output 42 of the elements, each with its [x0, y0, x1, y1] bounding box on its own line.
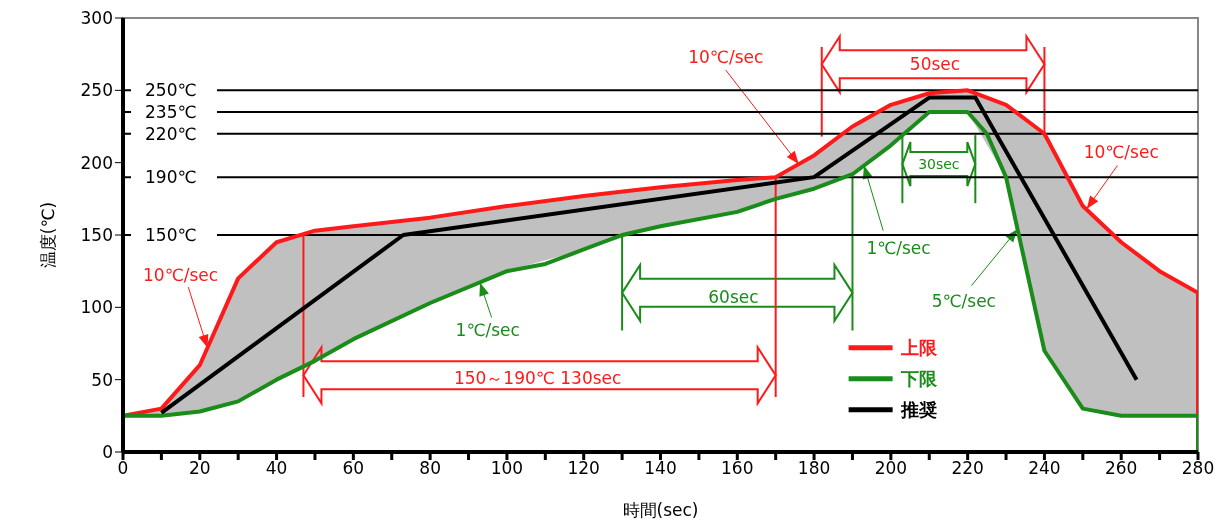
annotation: 30sec — [918, 156, 960, 173]
annotation: 5℃/sec — [931, 291, 996, 312]
x-tick-label: 220 — [951, 458, 984, 479]
x-tick-label: 160 — [721, 458, 754, 479]
x-tick-label: 240 — [1028, 458, 1061, 479]
y-tick-label: 150 — [80, 225, 113, 246]
x-tick-label: 60 — [342, 458, 365, 479]
annotation: 150～190℃ 130sec — [453, 368, 622, 389]
y-tick-label: 0 — [102, 442, 113, 463]
x-axis-title: 時間(sec) — [622, 500, 699, 520]
annotation: 10℃/sec — [143, 265, 219, 286]
x-tick-label: 100 — [490, 458, 524, 479]
annotation: 10℃/sec — [688, 47, 764, 68]
ref-line-label: 190℃ — [145, 167, 197, 188]
y-axis-title: 温度(℃) — [38, 201, 59, 269]
x-tick-label: 20 — [188, 458, 211, 479]
x-tick-label: 200 — [874, 458, 908, 479]
x-tick-label: 80 — [419, 458, 441, 479]
annotation: 1℃/sec — [866, 237, 931, 258]
x-tick-label: 180 — [797, 458, 831, 479]
y-tick-label: 100 — [80, 297, 113, 318]
x-tick-label: 260 — [1104, 458, 1138, 479]
annotation: 60sec — [708, 287, 759, 308]
x-tick-label: 120 — [567, 458, 600, 479]
annotation: 50sec — [909, 54, 961, 75]
x-tick-label: 0 — [117, 458, 129, 479]
legend-label: 上限 — [899, 337, 938, 359]
y-tick-label: 200 — [80, 152, 113, 173]
x-tick-label: 40 — [265, 458, 288, 479]
x-tick-label: 280 — [1181, 458, 1215, 479]
annotation: 10℃/sec — [1083, 142, 1159, 163]
y-tick-label: 300 — [80, 8, 113, 29]
legend-label: 下限 — [899, 368, 938, 390]
ref-line-label: 235℃ — [145, 101, 197, 122]
annotation: 1℃/sec — [455, 320, 520, 341]
ref-line-label: 250℃ — [145, 80, 197, 101]
y-tick-label: 50 — [91, 369, 113, 390]
legend-label: 推奨 — [899, 399, 937, 421]
y-tick-label: 250 — [80, 80, 113, 101]
ref-line-label: 220℃ — [145, 123, 197, 144]
x-tick-label: 140 — [644, 458, 677, 479]
ref-line-label: 150℃ — [145, 224, 197, 245]
